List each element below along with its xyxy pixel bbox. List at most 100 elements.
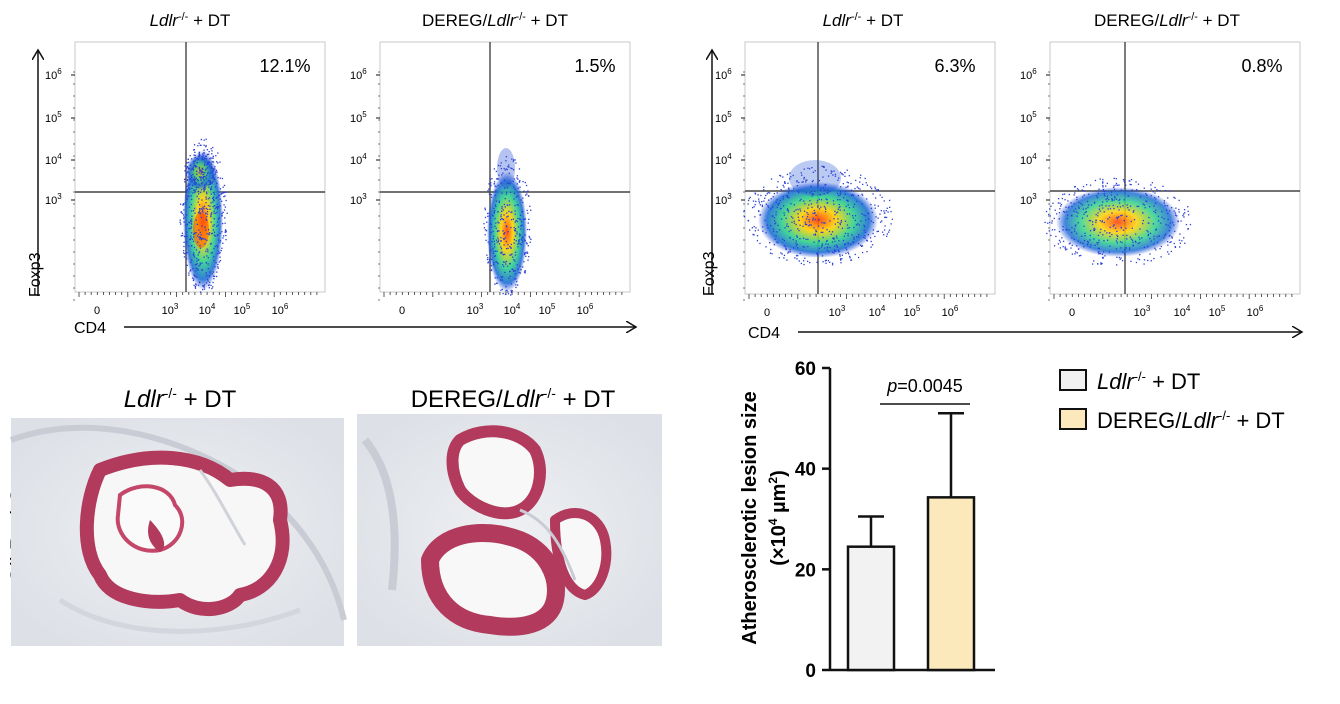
flow-event-dot <box>491 240 493 243</box>
flow-event-dot <box>527 259 529 261</box>
flow-event-dot <box>1093 202 1096 204</box>
flow-event-dot <box>784 246 787 248</box>
flow-event-dot <box>823 166 825 169</box>
flow-event-dot <box>514 188 516 190</box>
flow-event-dot <box>200 170 203 172</box>
flow-event-dot <box>1149 237 1151 240</box>
flow-event-dot <box>520 268 522 271</box>
flow-event-dot <box>786 196 789 198</box>
flow-event-dot <box>517 284 519 286</box>
flow-event-dot <box>767 205 769 207</box>
flow-event-dot <box>1059 241 1062 243</box>
flow-event-dot <box>215 171 217 173</box>
flow-event-dot <box>804 203 806 205</box>
flow-event-dot <box>1123 199 1125 201</box>
flow-event-dot <box>506 168 508 171</box>
flow-event-dot <box>767 206 770 208</box>
flow-event-dot <box>846 181 848 183</box>
flow-event-dot <box>199 231 201 234</box>
flow-event-dot <box>507 291 509 293</box>
flow-event-dot <box>1102 201 1104 203</box>
flow-event-dot <box>748 197 750 200</box>
flow-event-dot <box>753 206 755 208</box>
flow-event-dot <box>1136 205 1138 208</box>
flow-event-dot <box>1113 196 1116 198</box>
flow-event-dot <box>518 271 520 274</box>
flow-event-dot <box>201 208 204 210</box>
flow-event-dot <box>198 166 201 169</box>
flow-event-dot <box>857 187 860 189</box>
flow-event-dot <box>774 222 777 224</box>
flow-event-dot <box>196 268 199 270</box>
flow-event-dot <box>826 240 828 243</box>
flow-event-dot <box>510 167 512 169</box>
flow-event-dot <box>189 155 191 157</box>
flow-event-dot <box>520 221 523 223</box>
flow-event-dot <box>833 238 835 240</box>
flow-event-dot <box>754 216 756 218</box>
flow-event-dot <box>201 157 203 159</box>
flow-event-dot <box>519 186 521 188</box>
flow-x-tick-label: 0 <box>1069 307 1075 319</box>
flow-event-dot <box>861 194 864 196</box>
flow-event-dot <box>514 270 516 272</box>
flow-event-dot <box>1154 247 1156 249</box>
flow-event-dot <box>1061 237 1063 239</box>
flow-event-dot <box>514 213 516 215</box>
flow-event-dot <box>181 232 184 234</box>
flow-event-dot <box>1068 206 1070 208</box>
flow-event-dot <box>204 226 206 228</box>
flow-event-dot <box>1096 195 1098 197</box>
flow-event-dot <box>204 243 206 245</box>
flow-event-dot <box>825 243 827 245</box>
flow-event-dot <box>813 190 816 192</box>
flow-event-dot <box>1122 205 1124 207</box>
flow-event-dot <box>1136 189 1138 191</box>
flow-event-dot <box>226 212 228 214</box>
flow-event-dot <box>806 179 808 181</box>
flow-event-dot <box>500 276 502 278</box>
flow-event-dot <box>818 219 820 221</box>
flow-event-dot <box>497 237 499 239</box>
flow-event-dot <box>222 235 225 237</box>
flow-event-dot <box>219 256 221 258</box>
flow-event-dot <box>1118 184 1120 186</box>
flow-event-dot <box>1112 204 1114 207</box>
flow-event-dot <box>190 218 193 220</box>
flow-x-tick-label: 105 <box>904 304 921 319</box>
flow-event-dot <box>499 279 502 281</box>
flow-event-dot <box>794 257 796 259</box>
flow-event-dot <box>1129 247 1131 249</box>
flow-event-dot <box>1115 248 1118 250</box>
flow-event-dot <box>207 256 209 259</box>
flow-event-dot <box>781 253 783 255</box>
bar-1 <box>846 545 896 672</box>
flow-event-dot <box>810 203 813 205</box>
flow-event-dot <box>513 258 515 261</box>
flow-event-dot <box>859 244 862 246</box>
flow-event-dot <box>190 220 192 222</box>
flow2-panel1-plot: 6.3% <box>744 41 996 295</box>
flow-event-dot <box>523 252 526 255</box>
flow-event-dot <box>1064 199 1066 201</box>
flow-event-dot <box>805 191 807 194</box>
flow-event-dot <box>1077 189 1080 191</box>
flow-event-dot <box>193 179 195 181</box>
flow-event-dot <box>1049 221 1051 224</box>
flow-event-dot <box>212 271 215 273</box>
flow-event-dot <box>820 199 823 201</box>
flow-event-dot <box>1132 211 1134 213</box>
flow-event-dot <box>763 189 765 191</box>
flow-event-dot <box>839 191 842 193</box>
flow-event-dot <box>1106 195 1109 198</box>
flow-event-dot <box>199 170 202 172</box>
flow-event-dot <box>214 178 216 181</box>
flow-event-dot <box>761 205 764 208</box>
flow-event-dot <box>185 174 187 176</box>
flow-event-dot <box>803 246 806 248</box>
flow-y-tick-label: 105 <box>715 110 732 125</box>
flow-event-dot <box>224 229 227 231</box>
flow-event-dot <box>834 210 836 213</box>
flow-event-dot <box>1173 210 1175 212</box>
flow-event-dot <box>213 278 215 280</box>
